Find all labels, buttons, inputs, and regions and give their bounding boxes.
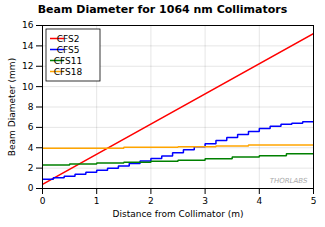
svg-text:CFS11: CFS11 xyxy=(54,56,82,66)
svg-text:Distance from Collimator (m): Distance from Collimator (m) xyxy=(113,209,244,219)
svg-text:CFS2: CFS2 xyxy=(57,34,80,44)
svg-text:12: 12 xyxy=(22,61,33,71)
svg-text:1: 1 xyxy=(94,196,100,206)
svg-text:Beam Diameter (mm): Beam Diameter (mm) xyxy=(7,58,17,156)
svg-text:2: 2 xyxy=(28,163,34,173)
svg-text:0: 0 xyxy=(28,183,34,193)
svg-text:THORLABS: THORLABS xyxy=(270,177,308,185)
svg-text:CFS5: CFS5 xyxy=(57,45,80,55)
svg-text:3: 3 xyxy=(202,196,208,206)
html-text:Beam Diameter for 1064 nm Coll: Beam Diameter for 1064 nm Collimators xyxy=(37,3,288,16)
svg-text:14: 14 xyxy=(22,41,34,51)
svg-text:2: 2 xyxy=(148,196,154,206)
svg-text:5: 5 xyxy=(311,196,317,206)
svg-text:0: 0 xyxy=(40,196,46,206)
svg-text:CFS18: CFS18 xyxy=(54,67,83,77)
svg-text:4: 4 xyxy=(256,196,262,206)
svg-text:10: 10 xyxy=(22,82,34,92)
svg-text:6: 6 xyxy=(28,122,34,132)
svg-text:4: 4 xyxy=(28,143,34,153)
svg-text:8: 8 xyxy=(28,102,34,112)
svg-text:16: 16 xyxy=(22,20,34,30)
